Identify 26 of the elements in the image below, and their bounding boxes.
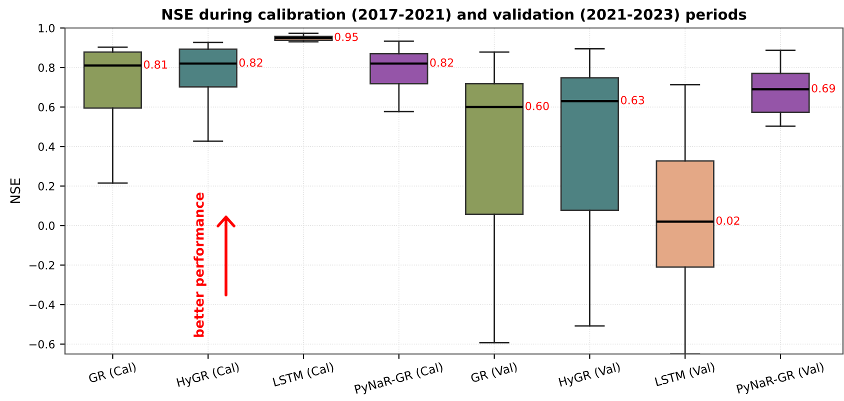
x-tick-label: HyGR (Cal) bbox=[176, 362, 240, 390]
y-tick-label: −0.4 bbox=[29, 300, 55, 309]
y-tick-label: 0.2 bbox=[38, 182, 54, 190]
text: 0.82 bbox=[239, 58, 262, 67]
text: 0.82 bbox=[430, 58, 454, 67]
chart-title: NSE during calibration (2017-2021) and validation (2021-2023) periods bbox=[162, 8, 746, 23]
text: 0.02 bbox=[716, 216, 740, 225]
x-tick-label: HyGR (Val) bbox=[558, 362, 622, 389]
x-tick-label: LSTM (Cal) bbox=[272, 362, 334, 388]
annotation: better performance bbox=[194, 192, 206, 337]
x-tick-label: GR (Cal) bbox=[88, 362, 137, 384]
y-tick-label: 1.0 bbox=[38, 24, 55, 32]
y-tick-label: 0.6 bbox=[38, 103, 55, 112]
y-axis-title: NSE bbox=[10, 178, 20, 203]
text: 0.60 bbox=[526, 102, 549, 110]
text: 0.81 bbox=[144, 60, 167, 69]
y-tick-label: −0.2 bbox=[29, 261, 54, 270]
y-tick-label: 0.0 bbox=[38, 222, 55, 230]
x-tick-label: GR (Val) bbox=[470, 362, 518, 384]
y-tick-label: −0.6 bbox=[29, 340, 55, 348]
text: 0.63 bbox=[620, 96, 644, 104]
y-tick-label: 0.4 bbox=[38, 142, 55, 151]
y-tick-label: 0.8 bbox=[38, 63, 55, 72]
text: 0.69 bbox=[812, 84, 835, 92]
text: 0.95 bbox=[334, 32, 358, 42]
x-tick-label: LSTM (Val) bbox=[654, 362, 716, 388]
